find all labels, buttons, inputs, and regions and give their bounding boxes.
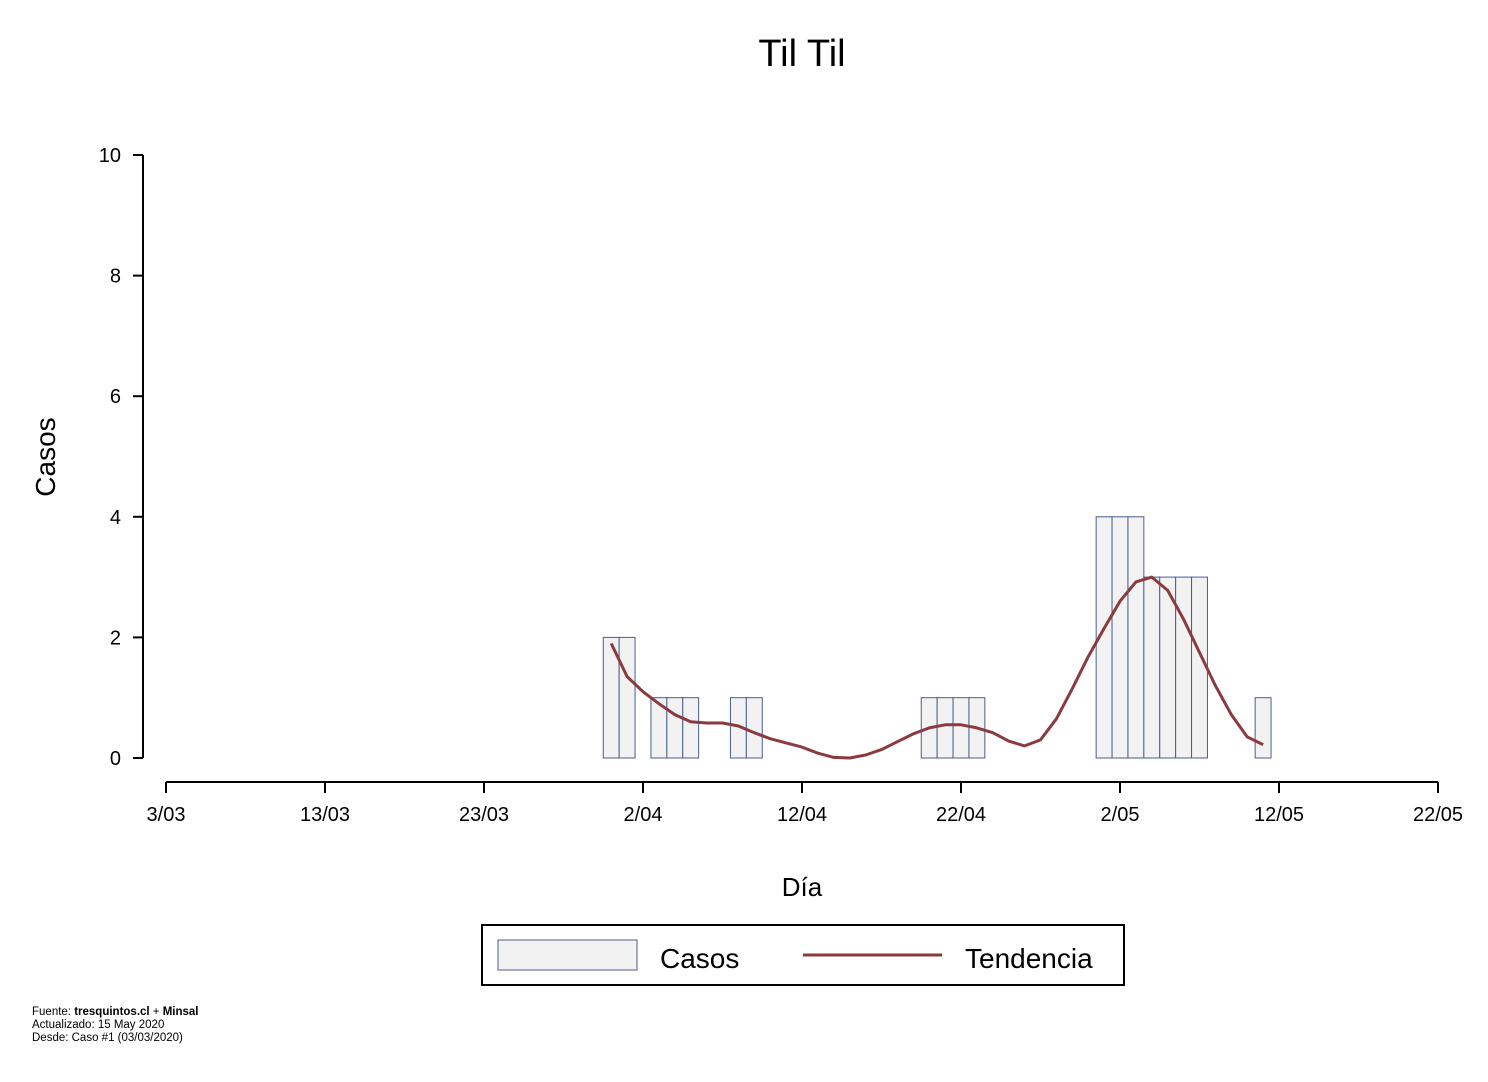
y-tick-label: 10 xyxy=(99,145,121,167)
bars-group xyxy=(602,516,1272,759)
footer-source-org: Minsal xyxy=(162,1006,199,1018)
legend-tendencia-label: Tendencia xyxy=(965,943,1093,974)
trend-line xyxy=(609,575,1264,760)
bar xyxy=(666,697,684,759)
x-tick-label: 12/05 xyxy=(1254,804,1304,826)
footer-source: Fuente: tresquintos.cl + Minsal xyxy=(32,1006,199,1019)
chart-title: Til Til xyxy=(758,33,845,75)
bar xyxy=(1111,516,1129,759)
footer-source-plus: + xyxy=(149,1006,163,1018)
x-tick-label: 23/03 xyxy=(459,804,509,826)
x-tick-label: 12/04 xyxy=(777,804,827,826)
footer-source-site: tresquintos.cl xyxy=(74,1006,150,1018)
x-tick-label: 3/03 xyxy=(147,804,186,826)
bar xyxy=(745,697,763,759)
x-tick-label: 22/04 xyxy=(936,804,986,826)
y-tick-label: 6 xyxy=(110,386,121,408)
x-tick-label: 13/03 xyxy=(300,804,350,826)
legend: Casos Tendencia xyxy=(481,924,1125,986)
x-axis-label: Día xyxy=(782,872,823,902)
y-tick-label: 8 xyxy=(110,266,121,288)
bar xyxy=(952,697,970,759)
legend-casos-swatch xyxy=(497,939,638,971)
bar xyxy=(1159,576,1177,759)
x-tick-label: 2/04 xyxy=(624,804,663,826)
bar xyxy=(1143,576,1161,759)
legend-casos-label: Casos xyxy=(660,943,739,974)
bar xyxy=(1191,576,1208,759)
x-axis: 3/03 13/03 23/03 2/04 12/04 22/04 2/05 12/05 22/… xyxy=(147,781,1463,826)
footer-since: Desde: Caso #1 (03/03/2020) xyxy=(32,1032,183,1044)
bar xyxy=(1175,576,1193,759)
bar xyxy=(936,697,954,759)
y-axis: 0 2 4 6 8 10 xyxy=(99,145,144,770)
bar xyxy=(1254,697,1272,759)
footer-source-label: Fuente: xyxy=(32,1006,75,1018)
bar xyxy=(682,697,700,759)
footer-updated: Actualizado: 15 May 2020 xyxy=(32,1019,165,1031)
y-tick-label: 0 xyxy=(110,748,121,770)
y-tick-label: 2 xyxy=(110,627,121,649)
y-tick-label: 4 xyxy=(110,507,121,529)
x-tick-label: 22/05 xyxy=(1413,804,1463,826)
bar xyxy=(1127,516,1145,759)
footer: Fuente: tresquintos.cl + Minsal Actualiz… xyxy=(32,1006,199,1045)
trend-group xyxy=(609,575,1264,760)
x-tick-label: 2/05 xyxy=(1101,804,1140,826)
bar xyxy=(618,636,636,759)
y-axis-label: Casos xyxy=(30,417,61,496)
